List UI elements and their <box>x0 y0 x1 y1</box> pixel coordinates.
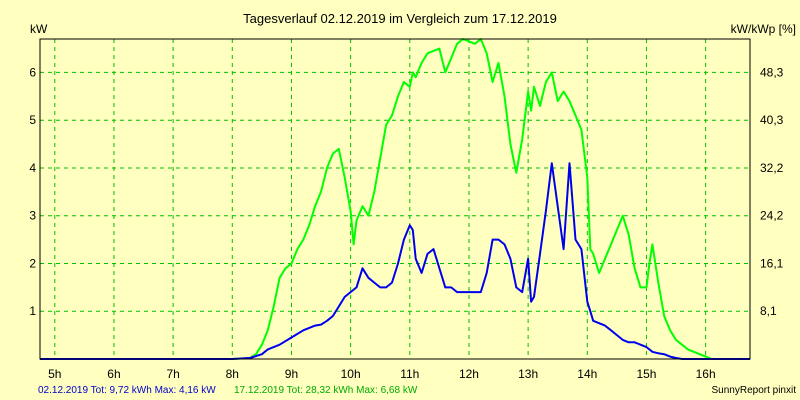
x-tick-label: 6h <box>107 367 120 381</box>
footer-blue-info: 02.12.2019 Tot: 9,72 kWh Max: 4,16 kW <box>38 385 216 396</box>
grid <box>40 39 750 359</box>
y-tick-label-left: 1 <box>29 304 36 318</box>
y-tick-label-right: 16,1 <box>760 256 784 270</box>
y-tick-label-left: 3 <box>29 209 36 223</box>
y-tick-label-left: 2 <box>29 256 36 270</box>
chart-title: Tagesverlauf 02.12.2019 im Vergleich zum… <box>243 11 557 26</box>
footer-green-info: 17.12.2019 Tot: 28,32 kWh Max: 6,68 kW <box>234 385 418 396</box>
y-tick-label-right: 48,3 <box>760 65 784 79</box>
y-tick-label-right: 40,3 <box>760 113 784 127</box>
y-tick-label-right: 24,2 <box>760 209 784 223</box>
x-tick-label: 16h <box>696 367 716 381</box>
y-tick-label-right: 8,1 <box>760 304 777 318</box>
y-axis-label-right: kW/kWp [%] <box>731 22 796 36</box>
y-tick-label-left: 5 <box>29 113 36 127</box>
series-line-02-12-2019 <box>40 162 750 360</box>
y-axis-ticks-right: 8,1 16,1 24,2 32,2 40,3 48,3 <box>760 65 784 318</box>
x-tick-label: 5h <box>48 367 61 381</box>
series-line-17-12-2019 <box>40 38 750 360</box>
x-tick-label: 13h <box>518 367 538 381</box>
x-tick-label: 11h <box>400 367 419 381</box>
y-tick-label-left: 6 <box>29 65 36 79</box>
x-tick-label: 9h <box>285 367 298 381</box>
x-tick-label: 7h <box>166 367 179 381</box>
x-tick-label: 12h <box>459 367 479 381</box>
y-axis-label-left: kW <box>30 22 48 36</box>
y-tick-label-right: 32,2 <box>760 161 784 175</box>
x-axis-ticks: 5h 6h 7h 8h 9h 10h 11h 12h 13h 14h 15h 16h <box>48 367 716 381</box>
x-tick-label: 10h <box>341 367 361 381</box>
plot-area-border <box>39 38 751 360</box>
y-tick-label-left: 4 <box>29 161 36 175</box>
x-tick-label: 8h <box>226 367 239 381</box>
series-lines <box>40 38 750 360</box>
footer-credit: SunnyReport pinxit <box>712 385 797 396</box>
y-axis-ticks-left: 1 2 3 4 5 6 <box>29 65 36 318</box>
x-tick-label: 14h <box>577 367 597 381</box>
x-tick-label: 15h <box>636 367 656 381</box>
